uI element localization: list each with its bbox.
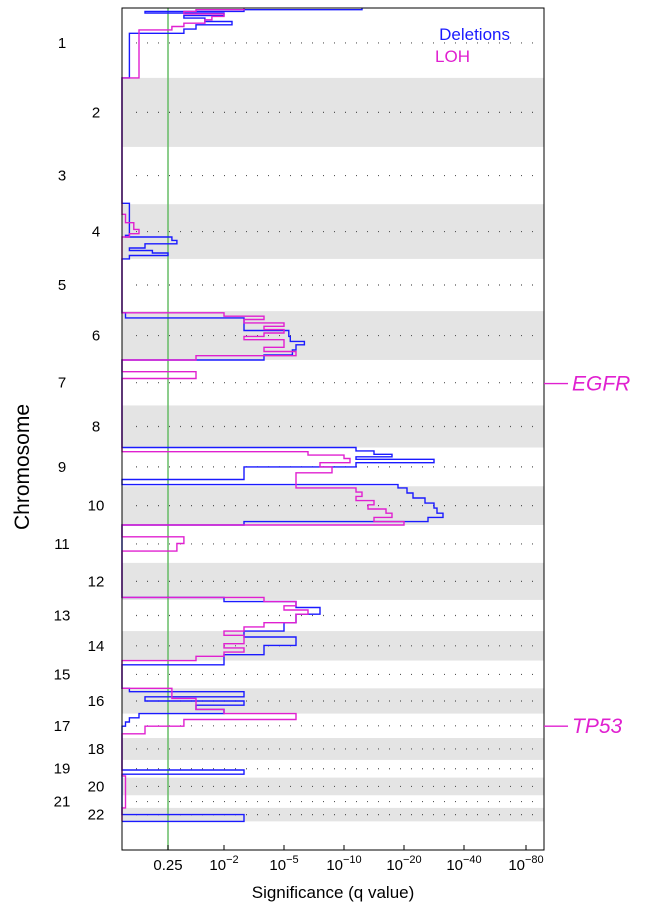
x-tick-label: 0.25 <box>153 857 182 874</box>
x-tick-label: 10−5 <box>269 854 298 874</box>
legend-entry-loh: LOH <box>435 47 470 66</box>
chromosome-label-6: 6 <box>92 328 100 345</box>
gene-label-egfr: EGFR <box>572 373 630 396</box>
x-axis-title: Significance (q value) <box>252 883 415 902</box>
chromosome-label-16: 16 <box>88 693 105 710</box>
x-tick-label: 10−80 <box>508 854 543 874</box>
legend-entry-deletions: Deletions <box>439 25 510 44</box>
legend: Deletions LOH <box>435 25 510 66</box>
chromosome-label-9: 9 <box>58 459 66 476</box>
x-tick-label: 10−10 <box>326 854 361 874</box>
chromosome-label-21: 21 <box>54 794 71 811</box>
x-tick-label: 10−20 <box>386 854 421 874</box>
chromosome-band-18 <box>122 738 544 760</box>
chromosome-label-8: 8 <box>92 418 100 435</box>
x-tick-label: 10−40 <box>446 854 481 874</box>
y-axis-title: Chromosome <box>11 404 34 530</box>
series-loh <box>121 8 405 822</box>
chromosome-label-19: 19 <box>54 761 71 778</box>
chromosome-label-13: 13 <box>54 608 71 625</box>
series-layer <box>121 8 444 823</box>
chromosome-label-20: 20 <box>88 778 105 795</box>
chromosome-label-4: 4 <box>92 224 100 241</box>
chromosome-band-14 <box>122 631 544 661</box>
chromosome-label-3: 3 <box>58 168 66 185</box>
chromosome-band-22 <box>122 807 544 822</box>
chromosome-label-14: 14 <box>88 638 105 655</box>
chromosome-band-20 <box>122 777 544 796</box>
chromosome-band-6 <box>122 311 544 360</box>
chromosome-label-2: 2 <box>92 104 100 121</box>
x-axis-ticks: 0.25 10−2 10−5 10−10 10−20 10−40 10−80 <box>153 845 544 874</box>
plot-frame <box>121 7 545 851</box>
x-tick-label: 10−2 <box>209 854 238 874</box>
chromosome-label-11: 11 <box>54 536 70 553</box>
chromosome-band-4 <box>122 204 544 259</box>
chromosome-label-15: 15 <box>54 666 71 683</box>
chromosome-band-12 <box>122 562 544 600</box>
chromosome-band-8 <box>122 405 544 448</box>
chromosome-label-1: 1 <box>58 35 66 52</box>
chromosome-label-7: 7 <box>58 375 66 392</box>
chromosome-band-2 <box>122 77 544 147</box>
chromosome-label-22: 22 <box>88 807 105 824</box>
gene-label-tp53: TP53 <box>572 715 623 738</box>
chromosome-label-18: 18 <box>88 741 105 758</box>
chromosome-label-17: 17 <box>54 718 71 735</box>
series-deletions <box>121 8 444 823</box>
chromosome-label-12: 12 <box>88 573 105 590</box>
chromosome-label-10: 10 <box>88 498 105 515</box>
gene-annotations: EGFR TP53 <box>544 373 630 738</box>
chromosome-bands <box>122 77 544 822</box>
chromosome-label-5: 5 <box>58 277 66 294</box>
chromosome-band-10 <box>122 486 544 525</box>
